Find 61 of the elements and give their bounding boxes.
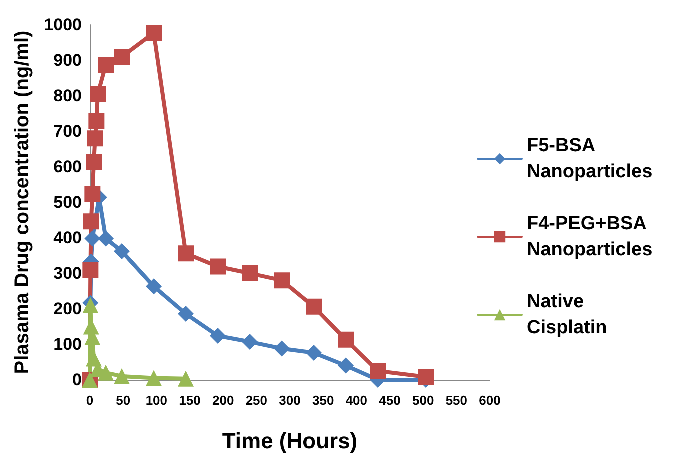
x-tick-label: 300: [279, 393, 301, 408]
x-tick-label: 400: [346, 393, 368, 408]
point: [84, 186, 101, 202]
legend-label: F4-PEG+BSA Nanoparticles: [527, 214, 653, 260]
point: [178, 306, 194, 322]
point: [83, 214, 100, 230]
point: [88, 113, 105, 130]
point: [84, 230, 101, 247]
point: [274, 272, 290, 289]
y-axis-title: Plasama Drug concentration (ng/ml): [11, 30, 34, 374]
point: [98, 230, 114, 247]
point: [87, 130, 104, 147]
y-tick-label: 200: [54, 300, 82, 318]
y-tick-label: 100: [54, 335, 82, 354]
x-tick-label: 50: [116, 393, 131, 408]
y-tick-label: 700: [54, 122, 82, 141]
point: [90, 86, 106, 102]
point: [146, 370, 162, 386]
point: [306, 345, 322, 362]
x-tick-label: 550: [446, 393, 468, 408]
y-tick-label: 800: [54, 86, 82, 106]
y-tick-label: 0: [72, 370, 82, 390]
x-tick-label: 600: [479, 393, 501, 408]
point: [370, 363, 386, 380]
point: [98, 364, 114, 381]
point: [274, 340, 290, 357]
point: [86, 154, 102, 170]
point: [210, 258, 226, 275]
y-tick-label: 400: [54, 228, 82, 248]
x-tick-label: 100: [146, 393, 168, 408]
y-tick-label: 500: [54, 193, 82, 212]
point: [114, 48, 130, 65]
point: [418, 369, 434, 386]
x-tick-label: 0: [86, 393, 94, 408]
x-tick-label: 350: [312, 393, 334, 408]
x-tick-label: 500: [412, 393, 434, 408]
x-tick-label: 200: [212, 393, 234, 408]
point: [82, 262, 99, 278]
point: [338, 358, 354, 374]
point: [242, 334, 258, 350]
point: [338, 332, 354, 348]
point: [146, 278, 162, 295]
legend-label: F5-BSA Nanoparticles: [527, 136, 653, 182]
point: [210, 328, 226, 344]
x-axis-title: Time (Hours): [222, 428, 358, 454]
y-tick-label: 600: [54, 158, 82, 176]
y-tick-label: 300: [54, 264, 82, 283]
y-tick-label: 900: [54, 51, 82, 70]
point: [114, 243, 130, 260]
point: [114, 368, 130, 384]
point: [242, 266, 258, 282]
x-tick-label: 250: [246, 393, 268, 408]
point: [178, 246, 194, 262]
x-tick-label: 450: [379, 393, 401, 408]
legend-label: Native Cisplatin: [527, 292, 608, 338]
x-tick-label: 150: [179, 393, 201, 408]
y-tick-label: 1000: [44, 16, 82, 34]
point: [98, 57, 114, 74]
point: [146, 25, 162, 42]
point: [306, 298, 322, 315]
point: [178, 370, 194, 387]
